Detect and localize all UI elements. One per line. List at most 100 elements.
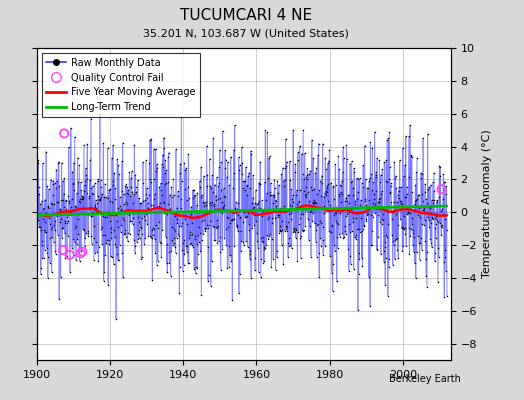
Point	[210, 201, 218, 207]
Point	[331, 161, 340, 167]
Point	[218, 245, 226, 252]
Point	[291, 169, 299, 175]
Point	[333, 220, 341, 226]
Point	[364, 211, 373, 217]
Point	[370, 202, 378, 209]
Point	[88, 213, 96, 220]
Point	[70, 187, 79, 193]
Point	[152, 262, 161, 268]
Point	[290, 228, 298, 234]
Point	[118, 158, 126, 164]
Point	[46, 260, 54, 266]
Point	[115, 256, 123, 263]
Point	[173, 192, 182, 199]
Point	[185, 195, 193, 201]
Point	[91, 250, 100, 256]
Point	[111, 196, 119, 202]
Point	[86, 115, 95, 122]
Point	[298, 210, 307, 217]
Point	[226, 252, 234, 258]
Point	[298, 202, 307, 209]
Point	[98, 223, 106, 230]
Point	[58, 234, 67, 241]
Point	[411, 182, 420, 188]
Point	[245, 227, 254, 234]
Point	[362, 216, 370, 222]
Point	[314, 140, 323, 147]
Point	[353, 226, 362, 232]
Point	[261, 245, 269, 251]
Point	[367, 242, 376, 248]
Point	[438, 206, 446, 212]
Point	[61, 218, 69, 224]
Point	[327, 179, 335, 186]
Point	[304, 205, 312, 212]
Point	[34, 217, 42, 223]
Point	[386, 164, 394, 170]
Point	[146, 176, 154, 183]
Point	[334, 191, 343, 197]
Point	[140, 217, 149, 223]
Point	[415, 240, 423, 247]
Point	[128, 188, 137, 195]
Point	[353, 175, 361, 182]
Point	[267, 192, 275, 198]
Point	[322, 191, 330, 198]
Point	[421, 180, 429, 187]
Point	[140, 208, 148, 214]
Point	[397, 200, 406, 206]
Point	[108, 182, 117, 188]
Point	[34, 157, 42, 164]
Point	[392, 235, 401, 241]
Point	[67, 125, 75, 132]
Point	[319, 251, 328, 258]
Point	[395, 188, 403, 194]
Point	[162, 260, 171, 266]
Point	[443, 293, 451, 299]
Point	[94, 176, 102, 183]
Point	[145, 160, 154, 166]
Point	[225, 182, 234, 188]
Point	[280, 182, 288, 189]
Point	[343, 156, 351, 162]
Point	[321, 205, 330, 211]
Point	[204, 272, 213, 278]
Point	[38, 198, 46, 204]
Point	[171, 228, 180, 234]
Point	[89, 191, 97, 197]
Point	[56, 206, 64, 212]
Point	[127, 175, 135, 182]
Point	[281, 228, 289, 235]
Point	[230, 216, 238, 222]
Point	[70, 252, 78, 258]
Point	[349, 184, 357, 191]
Point	[193, 190, 201, 196]
Point	[197, 292, 205, 299]
Point	[113, 218, 121, 224]
Point	[258, 208, 267, 214]
Point	[74, 231, 82, 238]
Point	[66, 207, 74, 213]
Point	[62, 206, 71, 213]
Point	[426, 204, 434, 210]
Point	[259, 234, 267, 240]
Point	[201, 198, 210, 205]
Point	[356, 175, 364, 182]
Point	[80, 188, 89, 194]
Point	[235, 167, 244, 174]
Point	[356, 214, 365, 221]
Point	[270, 185, 279, 191]
Point	[170, 235, 179, 241]
Point	[231, 204, 239, 211]
Point	[184, 183, 192, 190]
Point	[360, 221, 368, 228]
Point	[323, 184, 331, 191]
Point	[302, 194, 311, 200]
Point	[334, 153, 343, 159]
Point	[78, 187, 86, 194]
Point	[214, 196, 222, 202]
Point	[139, 213, 148, 219]
Point	[378, 166, 386, 172]
Point	[77, 250, 85, 256]
Point	[191, 233, 199, 239]
